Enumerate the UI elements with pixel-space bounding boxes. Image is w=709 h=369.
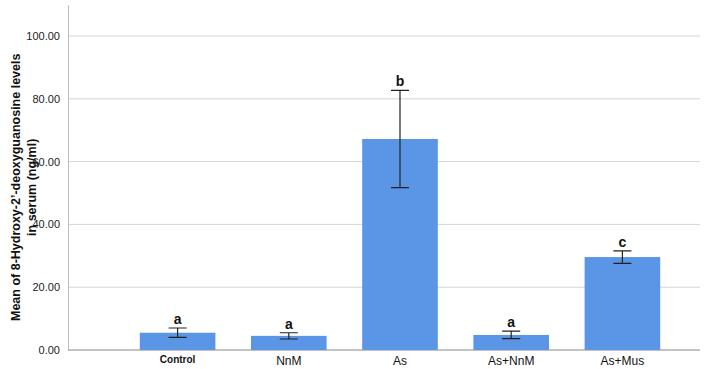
significance-label: a [174,311,182,327]
x-tick: As [393,350,407,368]
chart: 0.0020.0040.0060.0080.00100.00ControlNnM… [0,0,709,369]
y-axis-title: Mean of 8-Hydroxy-2’-deoxyguanosine leve… [9,54,39,321]
grid-line [68,36,700,37]
grid [68,36,700,350]
bars [140,90,660,350]
error-bar [169,328,187,337]
y-tick-label: 100.00 [26,30,60,42]
x-tick-label: Control [160,354,196,365]
error-bar [391,90,409,187]
y-tick-label: 0.00 [39,344,60,356]
y-axis-title-line: in serum (ng/ml) [25,139,39,236]
x-tick: As+Mus [601,350,645,368]
significance-labels: a a b a c [174,73,627,331]
significance-label: a [507,314,515,330]
x-tick-label: As [393,354,407,368]
y-tick: 80.00 [32,93,68,105]
significance-label: c [619,234,627,250]
y-tick-label: 80.00 [32,93,60,105]
x-tick: NnM [276,350,301,368]
significance-label: b [396,73,405,89]
y-tick: 100.00 [26,30,68,42]
bar [585,257,661,350]
error-bar [502,331,520,339]
x-tick: As+NnM [488,350,534,368]
y-axis-line [68,5,69,350]
grid-line [68,98,700,99]
y-tick: 20.00 [32,281,68,293]
y-tick-label: 20.00 [32,281,60,293]
x-tick-label: As+NnM [488,354,534,368]
error-bar [613,251,631,264]
x-tick: Control [160,350,196,365]
y-tick: 0.00 [39,344,68,356]
x-tick-label: As+Mus [601,354,645,368]
x-tick-label: NnM [276,354,301,368]
y-axis-title-line: Mean of 8-Hydroxy-2’-deoxyguanosine leve… [9,54,23,321]
x-axis: Control NnM As As+NnM As+Mus [68,350,700,368]
significance-label: a [285,316,293,332]
error-bar [280,333,298,339]
